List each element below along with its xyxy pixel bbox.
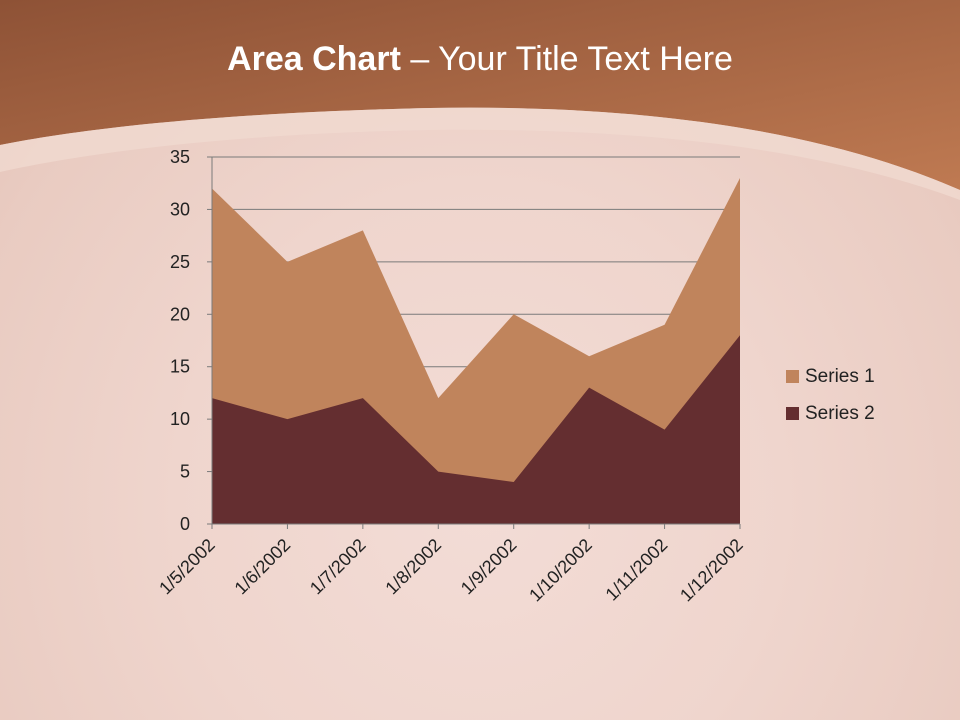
legend-item-series-2: Series 2 <box>786 395 875 432</box>
legend-label: Series 1 <box>805 365 875 387</box>
x-tick-label: 1/12/2002 <box>676 535 747 606</box>
header-banner <box>0 0 960 200</box>
y-tick-label: 10 <box>170 409 190 429</box>
area-series-2 <box>212 335 740 524</box>
y-tick-label: 20 <box>170 304 190 324</box>
title-bold: Area Chart <box>227 40 401 78</box>
x-tick-label: 1/10/2002 <box>525 535 596 606</box>
title-rest: – Your Title Text Here <box>400 40 733 78</box>
y-tick-label: 0 <box>180 514 190 534</box>
legend-item-series-1: Series 1 <box>786 358 875 395</box>
x-tick-label: 1/8/2002 <box>381 535 445 599</box>
legend: Series 1 Series 2 <box>786 358 875 432</box>
legend-label: Series 2 <box>805 402 875 424</box>
legend-swatch <box>786 370 799 383</box>
x-tick-label: 1/11/2002 <box>602 535 672 605</box>
x-tick-label: 1/9/2002 <box>457 535 521 599</box>
y-tick-label: 25 <box>170 252 190 272</box>
x-tick-label: 1/7/2002 <box>306 535 370 599</box>
x-tick-label: 1/6/2002 <box>231 535 295 599</box>
y-tick-label: 5 <box>180 462 190 482</box>
legend-swatch <box>786 407 799 420</box>
y-tick-label: 15 <box>170 357 190 377</box>
slide-title: Area Chart – Your Title Text Here <box>0 40 960 79</box>
x-tick-label: 1/5/2002 <box>155 535 219 599</box>
y-tick-label: 30 <box>170 199 190 219</box>
y-tick-label: 35 <box>170 147 190 167</box>
